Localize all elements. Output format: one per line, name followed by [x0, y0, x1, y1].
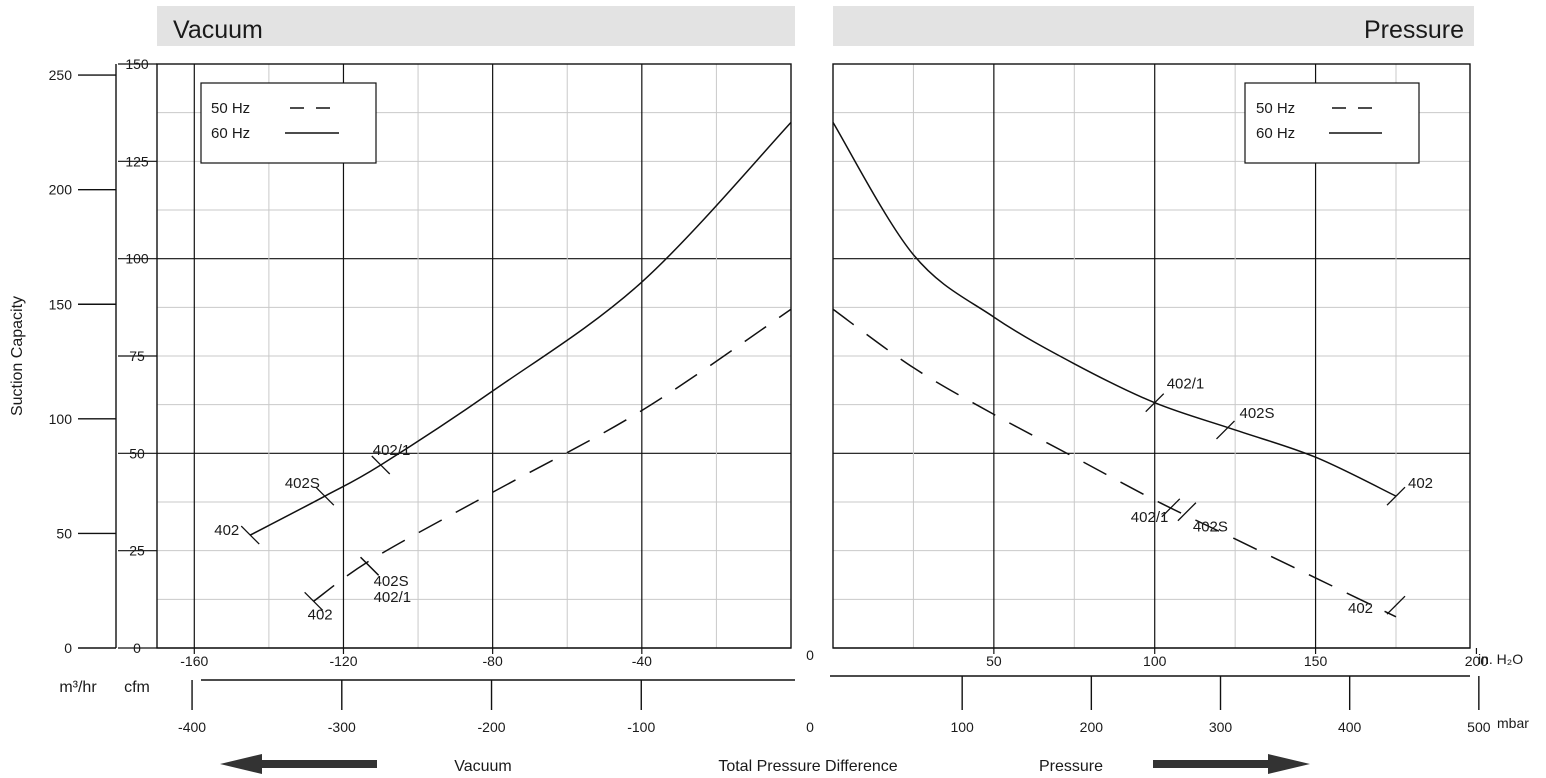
y-tick-label-cfm: 75 [129, 348, 145, 364]
curve-label: 402 [1408, 475, 1433, 492]
y-tick-label-m3: 250 [49, 67, 73, 83]
x-tick-label-mbar: 400 [1338, 719, 1362, 735]
curve-label: 402 [214, 522, 239, 539]
annotation-tick [360, 556, 380, 576]
annotation-tick [1386, 486, 1406, 506]
unit-inh2o-label: in. H₂O [1478, 651, 1523, 667]
annotation-tick [1216, 420, 1235, 440]
x-tick-label-mbar: 200 [1080, 719, 1104, 735]
annotation-tick [315, 486, 335, 506]
x-tick-label-inh2o: -120 [329, 653, 357, 669]
y-tick-label-m3: 200 [49, 182, 73, 198]
y-axis-label: Suction Capacity [9, 296, 26, 416]
zero-label-inh2o: 0 [806, 647, 814, 663]
zero-label-mbar: 0 [806, 719, 814, 735]
x-tick-label-inh2o: 200 [1465, 653, 1489, 669]
data-curves [249, 121, 1397, 618]
curve-label: 402S [1239, 405, 1274, 422]
y-tick-label-m3: 0 [64, 640, 72, 656]
vacuum-banner [157, 6, 795, 46]
vacuum-curve-60hz [249, 121, 792, 536]
pressure-arrow-icon [1153, 754, 1310, 774]
footer-vacuum-label: Vacuum [454, 758, 512, 775]
x-tick-label-inh2o: -160 [180, 653, 208, 669]
curve-label: 402S [285, 475, 320, 492]
x-tick-label-inh2o: -80 [483, 653, 503, 669]
annotation-tick [1386, 595, 1406, 615]
footer-title: Total Pressure Difference [718, 758, 897, 775]
vacuum-legend-60hz: 60 Hz [211, 125, 250, 142]
pressure-curve-50hz [832, 308, 1397, 618]
unit-m3hr: m³/hr [59, 679, 97, 696]
y-tick-label-m3: 100 [49, 411, 73, 427]
vacuum-grid [157, 64, 791, 648]
y-axes: 0 50 100 150 200 250 0 25 50 75 100 125 150 [49, 56, 157, 656]
x-tick-label-mbar: -400 [178, 719, 206, 735]
x-tick-label-inh2o: 100 [1143, 653, 1167, 669]
x-tick-label-mbar: -200 [478, 719, 506, 735]
vacuum-banner-title: Vacuum [173, 16, 263, 44]
y-tick-label-m3: 150 [49, 296, 73, 312]
annotation-tick [1145, 393, 1165, 413]
pressure-legend: 50 Hz 60 Hz [1244, 82, 1420, 164]
x-axes: -160 -120 -80 -40 50 100 150 200 -400 -300 -200 -10… [157, 647, 1491, 735]
curve-label: 402/1 [374, 589, 412, 606]
footer-pressure-label: Pressure [1039, 758, 1103, 775]
unit-mbar-label: mbar [1497, 715, 1529, 731]
curve-label: 402 [308, 606, 333, 623]
pressure-banner-title: Pressure [1364, 16, 1464, 44]
vacuum-curve-50hz [313, 308, 792, 602]
y-tick-label-cfm: 0 [133, 640, 141, 656]
y-tick-label-cfm: 100 [125, 251, 149, 267]
y-tick-label-cfm: 125 [125, 153, 149, 169]
vacuum-arrow-icon [220, 754, 377, 774]
annotation-tick [1161, 498, 1181, 518]
curve-label: 402S [374, 573, 409, 590]
curve-annotations: 402402S402/1402402S402/1402/1402S402402/… [214, 376, 1433, 624]
vacuum-legend: 50 Hz 60 Hz [200, 82, 377, 164]
y-tick-label-cfm: 150 [125, 56, 149, 72]
x-tick-label-mbar: 500 [1467, 719, 1491, 735]
x-tick-label-mbar: -300 [328, 719, 356, 735]
annotation-tick [304, 591, 324, 611]
curve-label: 402/1 [373, 442, 411, 459]
vacuum-legend-50hz: 50 Hz [211, 100, 250, 117]
y-tick-label-cfm: 25 [129, 543, 145, 559]
pressure-banner [833, 6, 1474, 46]
annotation-tick [371, 455, 391, 475]
unit-cfm: cfm [124, 679, 150, 696]
curve-label: 402S [1193, 519, 1228, 536]
pressure-legend-60hz: 60 Hz [1256, 125, 1295, 142]
x-tick-label-mbar: 300 [1209, 719, 1233, 735]
curve-label: 402/1 [1131, 509, 1169, 526]
x-tick-label-mbar: 100 [950, 719, 974, 735]
annotation-tick [240, 525, 260, 545]
x-tick-label-mbar: -100 [627, 719, 655, 735]
curve-label: 402/1 [1167, 376, 1205, 393]
annotation-tick [1177, 502, 1197, 522]
pressure-legend-50hz: 50 Hz [1256, 100, 1295, 117]
y-tick-label-cfm: 50 [129, 445, 145, 461]
y-tick-label-m3: 50 [56, 525, 72, 541]
x-tick-label-inh2o: 150 [1304, 653, 1328, 669]
curve-label: 402 [1348, 600, 1373, 617]
pressure-curve-60hz [832, 122, 1397, 497]
x-tick-label-inh2o: 50 [986, 653, 1002, 669]
x-tick-label-inh2o: -40 [632, 653, 652, 669]
